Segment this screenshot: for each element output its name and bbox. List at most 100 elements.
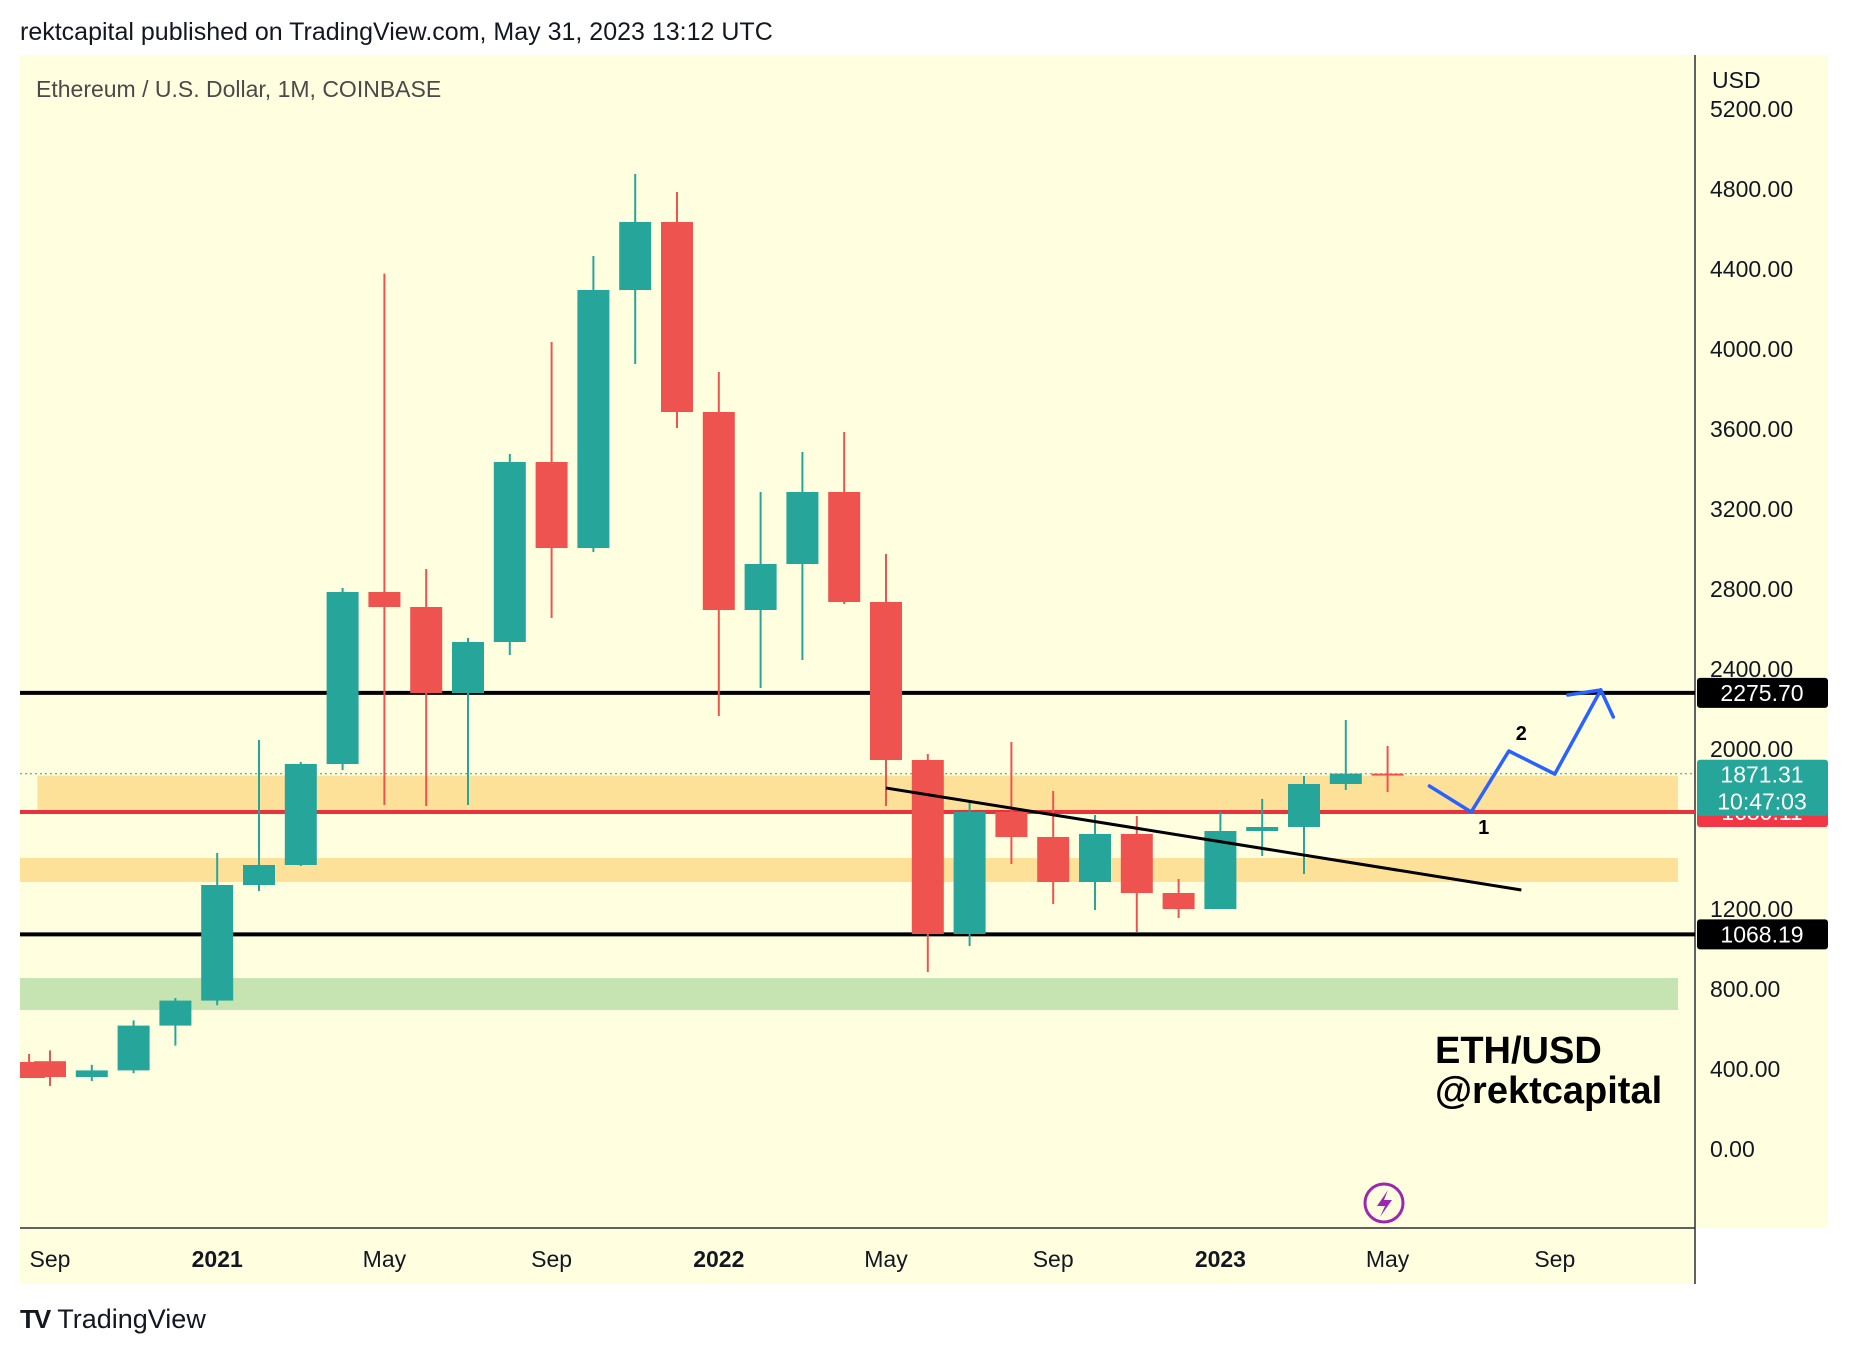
y-tick-label: 2000.00 bbox=[1710, 736, 1793, 762]
candle-body bbox=[1329, 773, 1362, 784]
candle bbox=[1246, 799, 1279, 856]
overlay-handle: @rektcapital bbox=[1435, 1070, 1662, 1112]
candle-body bbox=[284, 764, 317, 865]
orange-zone-upper bbox=[37, 775, 1679, 812]
candle-body bbox=[870, 602, 902, 760]
resistance-2275-tag-text: 2275.70 bbox=[1720, 680, 1803, 706]
y-tick-label: 3200.00 bbox=[1710, 496, 1793, 522]
candle bbox=[661, 192, 693, 428]
candle bbox=[452, 638, 484, 805]
candle-body bbox=[368, 592, 401, 607]
last-price-tag-bg bbox=[1697, 759, 1828, 816]
candle-body bbox=[1371, 773, 1404, 776]
candle-body bbox=[786, 492, 819, 564]
overlay-title: ETH/USD bbox=[1435, 1030, 1602, 1072]
y-tick-label: 400.00 bbox=[1710, 1056, 1780, 1082]
support-1068-tag: 1068.19 bbox=[1697, 919, 1828, 950]
candle bbox=[159, 998, 192, 1046]
axis-corner bbox=[1695, 1228, 1828, 1284]
candle-body bbox=[34, 1061, 66, 1077]
candle-body bbox=[1120, 834, 1153, 893]
candle bbox=[619, 174, 652, 364]
candle bbox=[410, 569, 443, 806]
x-tick-label: May bbox=[363, 1246, 407, 1272]
resistance-2275-tag-bg bbox=[1697, 677, 1828, 708]
candle-body bbox=[410, 607, 443, 693]
y-tick-label: 2800.00 bbox=[1710, 576, 1793, 602]
symbol-title: Ethereum / U.S. Dollar, 1M, COINBASE bbox=[36, 76, 441, 102]
candle-body bbox=[1162, 893, 1195, 909]
x-tick-label: Sep bbox=[1534, 1246, 1575, 1272]
candle bbox=[1037, 791, 1070, 904]
descending-trendline bbox=[885, 786, 1522, 892]
candle-body bbox=[117, 1025, 150, 1071]
plot-background bbox=[20, 55, 1695, 1228]
y-tick-label: 3600.00 bbox=[1710, 416, 1793, 442]
candle bbox=[1329, 720, 1362, 790]
candle-body bbox=[577, 290, 610, 548]
tradingview-brand-label: TradingView bbox=[57, 1304, 206, 1334]
candle bbox=[995, 742, 1028, 864]
projection-label-1: 1 bbox=[1478, 817, 1489, 839]
y-tick-label: 4000.00 bbox=[1710, 336, 1793, 362]
projection-path bbox=[1427, 688, 1603, 814]
candle bbox=[702, 372, 735, 716]
last-price-tag-text: 1871.31 bbox=[1720, 762, 1803, 788]
y-tick-label: 1200.00 bbox=[1710, 896, 1793, 922]
x-tick-label: 2023 bbox=[1195, 1246, 1246, 1272]
candle-body bbox=[1246, 827, 1279, 831]
candle-body bbox=[1037, 837, 1070, 882]
tradingview-brand[interactable]: TV TradingView bbox=[20, 1304, 206, 1335]
candle-body bbox=[828, 492, 861, 602]
y-tick-label: 800.00 bbox=[1710, 976, 1780, 1002]
last-price-tag-text: 10:47:03 bbox=[1717, 789, 1807, 815]
candle bbox=[828, 432, 861, 604]
tradingview-logo-icon: TV bbox=[20, 1304, 51, 1334]
candle bbox=[786, 452, 819, 660]
candle-body bbox=[452, 642, 484, 693]
candle bbox=[243, 740, 275, 891]
y-tick-label: 4400.00 bbox=[1710, 256, 1793, 282]
support-1068-tag-text: 1068.19 bbox=[1720, 921, 1803, 947]
x-tick-label: 2022 bbox=[693, 1246, 744, 1272]
y-tick-label: 4800.00 bbox=[1710, 176, 1793, 202]
x-tick-label: Sep bbox=[30, 1246, 71, 1272]
projection-arrowhead bbox=[1599, 688, 1616, 719]
candle-body bbox=[159, 1000, 192, 1026]
resistance-2275-tag: 2275.70 bbox=[1697, 677, 1828, 708]
candle bbox=[201, 853, 234, 1006]
candle-body bbox=[702, 412, 735, 610]
candle bbox=[911, 754, 944, 972]
lightning-icon-bolt bbox=[1377, 1190, 1392, 1217]
x-tick-label: Sep bbox=[531, 1246, 572, 1272]
candle-body bbox=[535, 462, 568, 548]
candle-body bbox=[1288, 784, 1320, 827]
time-axis-background bbox=[20, 1228, 1695, 1284]
candle bbox=[75, 1064, 108, 1081]
projection-label-2: 2 bbox=[1516, 723, 1527, 745]
candle-body bbox=[493, 462, 526, 642]
x-tick-label: Sep bbox=[1033, 1246, 1074, 1272]
lightning-icon[interactable] bbox=[1363, 1182, 1405, 1224]
candle-body bbox=[661, 222, 693, 412]
publish-info: rektcapital published on TradingView.com… bbox=[20, 18, 773, 46]
candle-body bbox=[744, 564, 777, 610]
lightning-icon-circle bbox=[1363, 1182, 1405, 1224]
y-tick-label: 0.00 bbox=[1710, 1136, 1755, 1162]
candle-body bbox=[243, 865, 275, 885]
price-axis-background bbox=[1695, 55, 1828, 1228]
candle-body bbox=[75, 1070, 108, 1077]
candle-body bbox=[995, 812, 1028, 837]
candle bbox=[117, 1020, 150, 1074]
currency-label: USD bbox=[1712, 67, 1761, 93]
candle bbox=[493, 454, 526, 655]
x-tick-label: May bbox=[864, 1246, 908, 1272]
candle bbox=[34, 1050, 66, 1086]
y-tick-label: 5200.00 bbox=[1710, 96, 1793, 122]
candle bbox=[1371, 746, 1404, 792]
candle-body bbox=[326, 592, 359, 764]
candle-body bbox=[1079, 834, 1111, 882]
candle bbox=[870, 554, 902, 806]
